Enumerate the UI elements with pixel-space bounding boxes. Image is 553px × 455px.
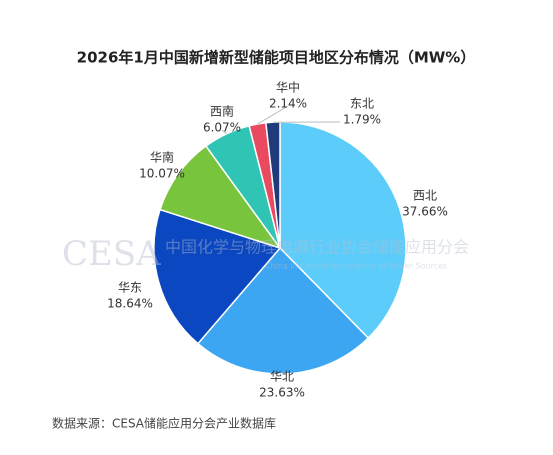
slice-label: 东北 [350, 97, 374, 111]
pie-slice [153, 208, 282, 345]
slice-label: 西北 [413, 189, 437, 203]
leader-line [221, 129, 227, 135]
chart-title: 2026年1月中国新增新型储能项目地区分布情况（MW%） [77, 49, 476, 67]
slice-label: 华南 [150, 150, 174, 165]
source-note: 数据来源：CESA储能应用分会产业数据库 [52, 416, 276, 431]
slice-value-label: 23.63% [259, 386, 305, 400]
slice-label: 华北 [270, 370, 294, 384]
slice-value-label: 2.14% [269, 97, 307, 111]
slice-label: 华东 [118, 281, 142, 295]
slice-value-label: 6.07% [203, 121, 241, 135]
slice-value-label: 18.64% [107, 297, 153, 311]
slice-label: 西南 [210, 104, 234, 119]
pie-slice [279, 121, 407, 340]
watermark: China Industrial Association of Power So… [265, 262, 447, 271]
watermark: 中国化学与物理电源行业协会储能应用分会 [165, 238, 469, 257]
slice-value-label: 37.66% [402, 205, 448, 219]
pie-slice [159, 145, 282, 250]
slice-value-label: 1.79% [343, 113, 381, 127]
slice-value-label: 10.07% [139, 167, 185, 181]
slice-label: 华中 [276, 80, 300, 95]
pie-slice [196, 246, 370, 375]
leader-line [257, 105, 289, 125]
watermark: CESA [62, 234, 161, 274]
